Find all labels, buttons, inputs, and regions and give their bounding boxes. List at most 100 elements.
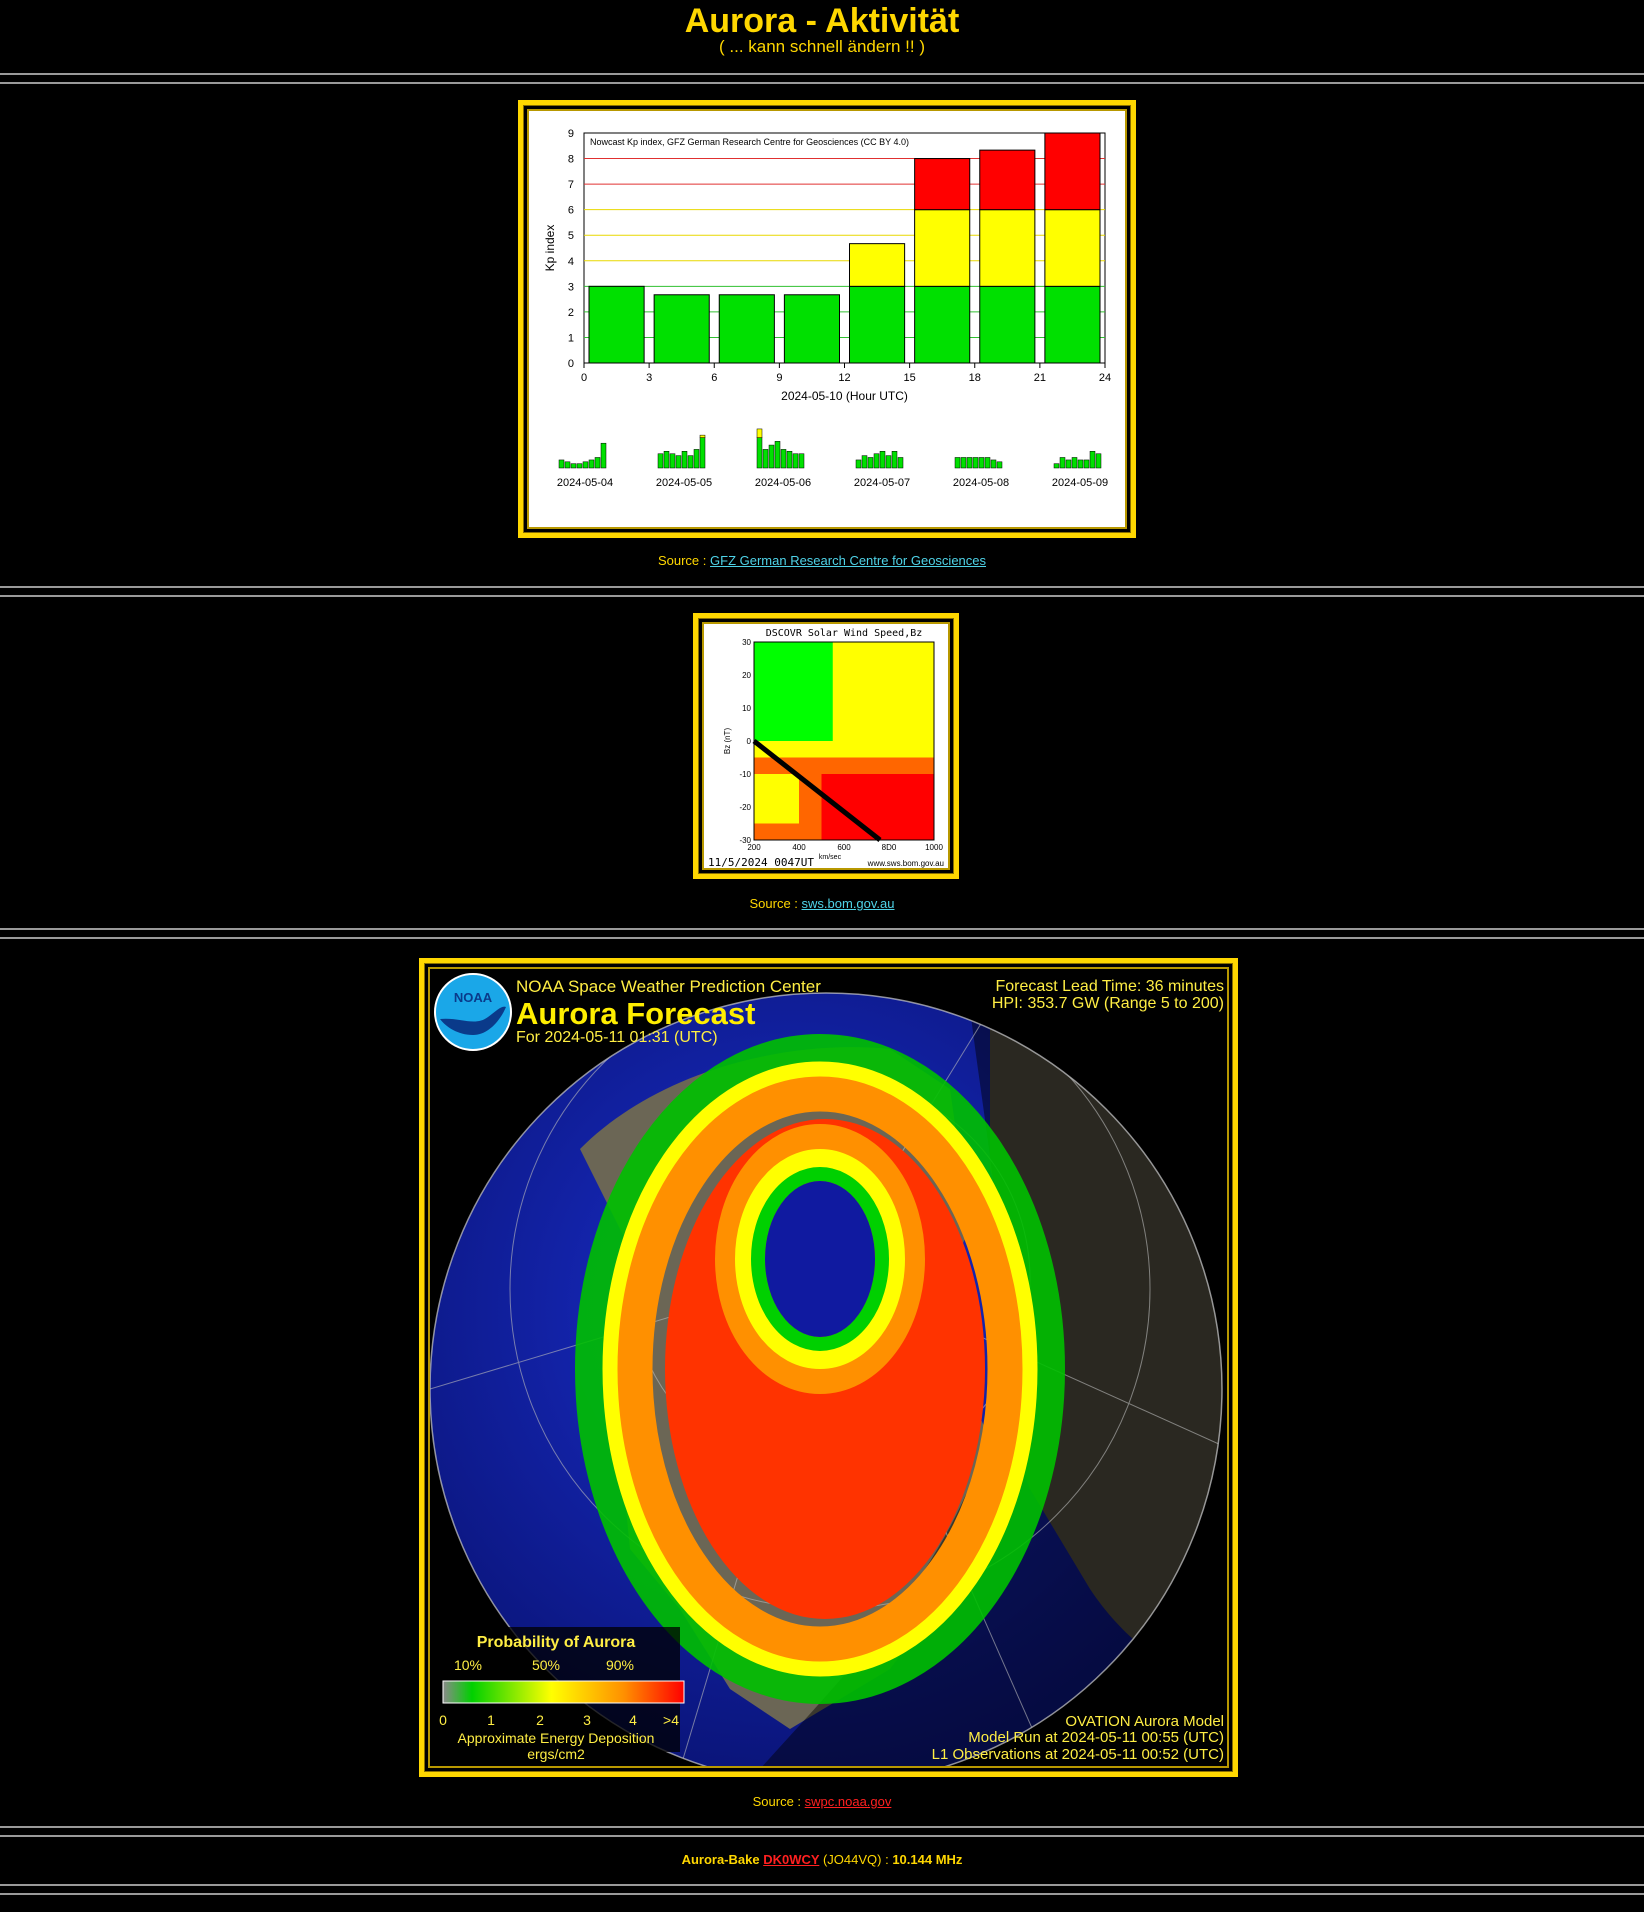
kp-ytick-label: 3 xyxy=(568,281,574,293)
kp-ytick-label: 5 xyxy=(568,230,574,242)
beacon-frequency: 10.144 MHz xyxy=(892,1852,963,1867)
kp-xtick-label: 6 xyxy=(711,372,717,384)
sw-website: www.sws.bom.gov.au xyxy=(867,859,944,868)
kp-history-bar xyxy=(1053,463,1060,469)
sw-ytick-label: 0 xyxy=(747,737,752,746)
kp-history-date: 2024-05-06 xyxy=(755,477,811,489)
kp-history-bar xyxy=(972,457,979,469)
source-label: Source : xyxy=(749,896,798,911)
kp-history-bar xyxy=(675,455,682,469)
sw-xtick-label: 1000 xyxy=(925,843,943,852)
kp-history-bar xyxy=(867,457,874,469)
gfz-source-link[interactable]: GFZ German Research Centre for Geoscienc… xyxy=(710,553,987,568)
aurora-map: NOAA NOAA Space Weather Prediction Cente… xyxy=(430,973,1224,1766)
legend-scale-2: 2 xyxy=(536,1712,544,1728)
kp-ytick-label: 1 xyxy=(568,332,574,344)
sw-zone xyxy=(754,642,833,741)
kp-history-bar xyxy=(699,434,706,438)
kp-history-bar xyxy=(897,457,904,469)
sw-xtick-label: 200 xyxy=(747,843,761,852)
kp-history-date: 2024-05-04 xyxy=(557,477,613,489)
kp-ytick-label: 0 xyxy=(568,358,574,370)
aurora-source: Source : swpc.noaa.gov xyxy=(0,1794,1644,1809)
kp-history-date: 2024-05-09 xyxy=(1052,477,1108,489)
sw-trace xyxy=(752,739,882,842)
kp-xtick-label: 12 xyxy=(838,372,850,384)
kp-history-date: 2024-05-07 xyxy=(854,477,910,489)
night-shade xyxy=(760,1009,1222,1766)
sw-ytick-label: -20 xyxy=(739,803,751,812)
kp-history-bar xyxy=(873,453,880,469)
kp-history-bar xyxy=(786,451,793,469)
swpc-source-link[interactable]: swpc.noaa.gov xyxy=(804,1794,892,1809)
kp-history-bar xyxy=(657,453,664,469)
legend-scale-0: 0 xyxy=(439,1712,447,1728)
legend-scale-1: 1 xyxy=(487,1712,495,1728)
kp-history-bar xyxy=(576,463,583,469)
kp-history-bar xyxy=(756,437,763,469)
sw-ylabel: Bz (nT) xyxy=(723,728,732,755)
beacon-line: Aurora-Bake DK0WCY (JO44VQ) : 10.144 MHz xyxy=(0,1852,1644,1867)
aurora-forecast-frame: NOAA NOAA Space Weather Prediction Cente… xyxy=(419,958,1238,1777)
kp-ytick-label: 4 xyxy=(568,256,574,268)
kp-xtick-label: 3 xyxy=(646,372,652,384)
sw-timestamp: 11/5/2024 0047UT xyxy=(708,856,814,868)
sw-ytick-label: -30 xyxy=(739,836,751,845)
kp-history-bar xyxy=(594,457,601,469)
kp-bar-segment xyxy=(1044,285,1101,364)
kp-bar-segment xyxy=(979,285,1036,364)
kp-history-bar xyxy=(564,461,571,469)
kp-history-bar xyxy=(960,457,967,469)
aurora-for-time: For 2024-05-11 01:31 (UTC) xyxy=(516,1029,718,1046)
kp-history-bar xyxy=(681,451,688,469)
sw-ytick-label: 20 xyxy=(742,671,751,680)
kp-xlabel: 2024-05-10 (Hour UTC) xyxy=(781,389,908,403)
kp-history-bar xyxy=(798,453,805,469)
divider xyxy=(0,928,1644,930)
legend-color-bar xyxy=(442,1680,685,1704)
kp-history-bar xyxy=(996,461,1003,469)
sw-xlabel: km/sec xyxy=(819,854,842,861)
kp-bar-segment xyxy=(588,285,645,364)
kp-history-bar xyxy=(990,459,997,469)
noaa-logo xyxy=(434,973,512,1051)
beacon-locator: (JO44VQ) : xyxy=(822,1852,889,1867)
kp-history-bar xyxy=(699,437,706,469)
kp-history-bar xyxy=(861,455,868,469)
page-title: Aurora - Aktivität xyxy=(684,2,960,40)
kp-history-bar xyxy=(600,442,607,469)
kp-history-bar xyxy=(984,457,991,469)
divider xyxy=(0,1835,1644,1837)
legend-pct-90: 90% xyxy=(606,1657,634,1673)
kp-history-bar xyxy=(687,455,694,469)
sw-ytick-label: -10 xyxy=(739,770,751,779)
kp-xtick-label: 15 xyxy=(904,372,916,384)
aurora-hpi: HPI: 353.7 GW (Range 5 to 200) xyxy=(992,995,1224,1012)
kp-history-bar xyxy=(663,451,670,469)
kp-ytick-label: 6 xyxy=(568,205,574,217)
divider xyxy=(0,1893,1644,1895)
kp-history-bar xyxy=(1077,459,1084,469)
kp-history-bar xyxy=(885,455,892,469)
bom-source-link[interactable]: sws.bom.gov.au xyxy=(801,896,895,911)
model-run: Model Run at 2024-05-11 00:55 (UTC) xyxy=(968,1729,1224,1746)
sw-ytick-label: 10 xyxy=(742,704,751,713)
kp-bar-segment xyxy=(849,243,906,287)
noaa-logo-text: NOAA xyxy=(454,990,493,1005)
kp-history-bar xyxy=(891,451,898,469)
legend-pct-50: 50% xyxy=(532,1657,560,1673)
kp-bar-segment xyxy=(1044,209,1101,287)
model-name: OVATION Aurora Model xyxy=(1065,1713,1224,1730)
kp-history-bar xyxy=(558,459,565,469)
kp-bar-segment xyxy=(979,149,1036,211)
kp-source: Source : GFZ German Research Centre for … xyxy=(0,553,1644,568)
divider xyxy=(0,595,1644,597)
kp-bar-segment xyxy=(1044,132,1101,211)
kp-history-bar xyxy=(780,449,787,469)
kp-ytick-label: 9 xyxy=(568,128,574,140)
kp-xtick-label: 9 xyxy=(776,372,782,384)
beacon-callsign-link[interactable]: DK0WCY xyxy=(763,1852,820,1867)
page-subtitle: ( ... kann schnell ändern !! ) xyxy=(719,37,925,56)
kp-history-bar xyxy=(768,444,775,469)
kp-ytick-label: 8 xyxy=(568,154,574,166)
